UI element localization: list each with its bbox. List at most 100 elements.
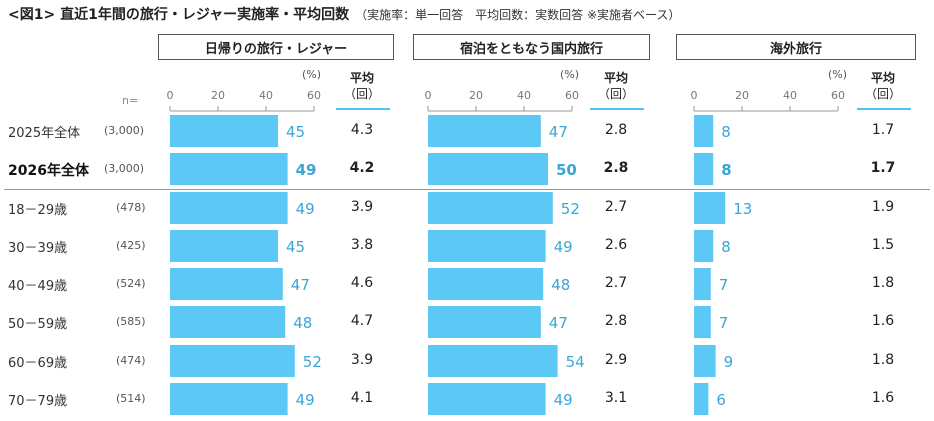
n-label: n= [122,94,139,107]
avg-header-unit: （回） [864,87,901,101]
row-n-value: (3,000) [104,162,145,175]
average-value: 4.3 [350,122,374,138]
data-label: 49 [554,391,573,409]
panel-header-domestic: 宿泊をともなう国内旅行 [413,34,650,60]
average-value: 1.8 [871,352,895,368]
data-label: 49 [554,238,573,256]
tick-label: 60 [565,89,579,102]
data-label: 45 [286,123,305,141]
avg-header-domestic: 平均 （回） [596,70,636,102]
data-label: 47 [291,276,310,294]
average-value: 2.8 [604,313,628,329]
data-label: 8 [721,123,731,141]
panel-header-daytrip: 日帰りの旅行・レジャー [158,34,394,60]
row-label: 2025年全体 [8,126,81,141]
data-label: 45 [286,238,305,256]
data-label: 9 [724,353,734,371]
average-value: 2.8 [603,160,629,176]
bar [694,345,716,377]
bar [428,345,558,377]
average-value: 2.9 [604,352,628,368]
panel-header-overseas: 海外旅行 [676,34,916,60]
average-value: 4.1 [350,390,374,406]
row-label: 50－59歳 [8,317,68,332]
tick-label: 40 [517,89,531,102]
data-label: 50 [556,161,577,179]
row-n-value: (478) [116,201,146,214]
percent-unit-domestic: (%) [560,68,580,81]
chart-title: <図1> 直近1年間の旅行・レジャー実施率・平均回数 （実施率：単一回答 平均回数… [8,4,680,24]
average-value: 3.9 [350,352,374,368]
tick-label: 20 [469,89,483,102]
average-value: 4.6 [350,275,374,291]
avg-underline-domestic [590,108,644,110]
average-value: 2.8 [604,122,628,138]
data-label: 47 [549,314,568,332]
bar [170,192,288,224]
average-value: 1.6 [871,390,895,406]
data-label: 7 [719,314,729,332]
row-n-value: (585) [116,315,146,328]
tick-label: 60 [307,89,321,102]
bar [170,345,295,377]
avg-header-unit: （回） [343,87,380,101]
bar [428,153,548,185]
data-label: 49 [296,391,315,409]
data-label: 52 [561,200,580,218]
bar [170,268,283,300]
average-value: 1.8 [871,275,895,291]
tick-label: 40 [259,89,273,102]
average-value: 2.7 [604,275,628,291]
row-label: 70－79歳 [8,394,68,409]
average-value: 3.1 [604,390,628,406]
row-label: 18－29歳 [8,203,68,218]
tick-label: 20 [735,89,749,102]
data-label: 6 [716,391,726,409]
row-label: 60－69歳 [8,356,68,371]
row-label: 30－39歳 [8,241,68,256]
average-value: 4.2 [349,160,375,176]
row-label: 2026年全体 [8,163,89,179]
average-value: 3.9 [350,199,374,215]
data-label: 48 [293,314,312,332]
row-label: 40－49歳 [8,279,68,294]
data-label: 8 [721,238,731,256]
title-text: <図1> 直近1年間の旅行・レジャー実施率・平均回数 [8,7,350,23]
separator-line [4,189,930,190]
avg-header-label: 平均 [603,71,628,85]
average-value: 1.7 [870,160,896,176]
bar [694,192,726,224]
data-label: 49 [296,200,315,218]
bar [428,306,541,338]
avg-header-label: 平均 [870,71,895,85]
bar [170,230,278,262]
row-n-value: (524) [116,277,146,290]
bar [694,268,711,300]
bar [694,230,714,262]
bar [694,383,709,415]
avg-header-overseas: 平均 （回） [863,70,903,102]
tick-label: 0 [425,89,432,102]
tick-label: 60 [831,89,845,102]
data-label: 7 [719,276,729,294]
bar [428,115,541,147]
bar [170,383,288,415]
bar [428,230,546,262]
row-n-value: (425) [116,239,146,252]
avg-header-label: 平均 [349,71,374,85]
bar [428,268,544,300]
data-label: 49 [296,161,317,179]
data-label: 54 [566,353,585,371]
bar [170,153,288,185]
data-label: 48 [551,276,570,294]
data-label: 52 [303,353,322,371]
row-n-value: (474) [116,354,146,367]
avg-header-unit: （回） [597,87,634,101]
bar [428,383,546,415]
average-value: 2.6 [604,237,628,253]
average-value: 3.8 [350,237,374,253]
bar [170,115,278,147]
average-value: 1.9 [871,199,895,215]
average-value: 2.7 [604,199,628,215]
